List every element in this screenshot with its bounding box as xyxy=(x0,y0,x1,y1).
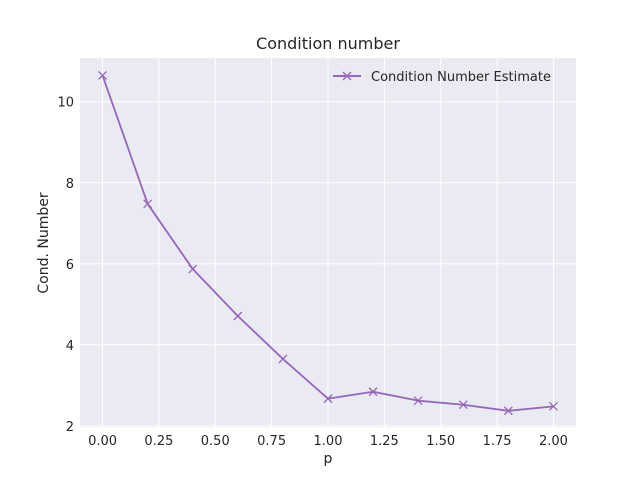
data-point-marker xyxy=(233,311,243,321)
x-tick-label: 0.75 xyxy=(257,434,286,449)
x-tick-label: 1.25 xyxy=(370,434,399,449)
x-tick-label: 2.00 xyxy=(539,434,568,449)
legend-label: Condition Number Estimate xyxy=(371,70,551,85)
legend-x-marker xyxy=(342,71,352,81)
y-axis-label: Cond. Number xyxy=(36,192,52,293)
x-tick-label: 1.50 xyxy=(426,434,455,449)
chart-title: Condition number xyxy=(256,34,400,53)
data-point-marker xyxy=(503,406,513,416)
x-tick-label: 1.75 xyxy=(483,434,512,449)
x-tick-label: 1.00 xyxy=(314,434,343,449)
data-point-marker xyxy=(98,70,108,80)
y-tick-label: 10 xyxy=(57,96,74,111)
y-tick-label: 6 xyxy=(66,258,74,273)
data-point-marker xyxy=(368,387,378,397)
y-tick-label: 8 xyxy=(66,177,74,192)
data-point-marker xyxy=(458,400,468,410)
x-tick-label: 0.50 xyxy=(201,434,230,449)
legend: Condition Number Estimate xyxy=(333,70,551,85)
data-point-marker xyxy=(188,264,198,274)
data-point-marker xyxy=(278,354,288,364)
x-tick-label: 0.25 xyxy=(144,434,173,449)
data-point-marker xyxy=(413,396,423,406)
grid-lines xyxy=(80,58,576,427)
data-point-marker xyxy=(548,401,558,411)
data-point-marker xyxy=(323,394,333,404)
x-axis-label: p xyxy=(324,451,333,467)
series-layer xyxy=(98,70,558,416)
x-tick-label: 0.00 xyxy=(88,434,117,449)
data-point-marker xyxy=(143,199,153,209)
y-axis-ticks: 2 4 6 8 10 xyxy=(57,96,74,435)
y-tick-label: 4 xyxy=(66,339,74,354)
y-tick-label: 2 xyxy=(66,420,74,435)
x-axis-ticks: 0.00 0.25 0.50 0.75 1.00 1.25 1.50 1.75 2.00 xyxy=(88,434,568,449)
